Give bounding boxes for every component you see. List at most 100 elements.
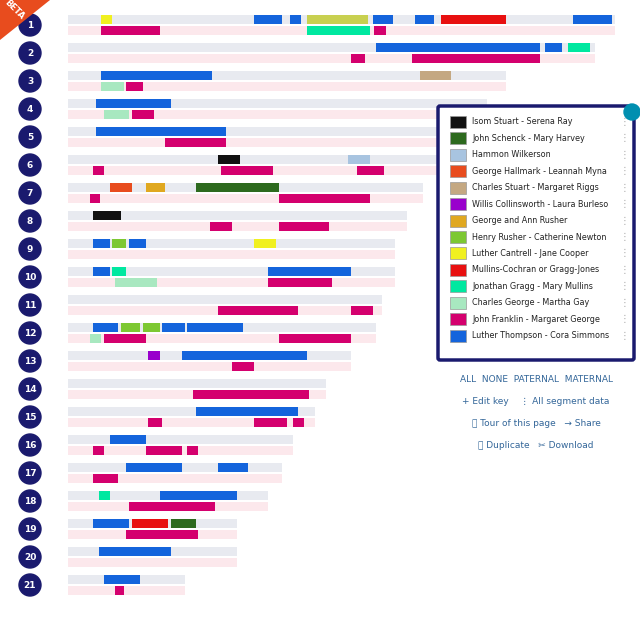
Bar [218, 306, 298, 315]
Text: ⎕ Duplicate   ✂ Download: ⎕ Duplicate ✂ Download [478, 441, 594, 451]
Bar [221, 166, 273, 175]
Text: 6: 6 [27, 161, 33, 170]
Bar [68, 99, 487, 108]
Bar [351, 306, 373, 315]
Bar [450, 215, 466, 227]
Bar [307, 26, 371, 35]
Bar [68, 222, 406, 231]
Bar [68, 295, 381, 304]
Text: Henry Rusher - Catherine Newton: Henry Rusher - Catherine Newton [472, 232, 606, 242]
Text: 2: 2 [27, 49, 33, 58]
Text: ⋮: ⋮ [619, 150, 629, 160]
Bar [115, 586, 124, 595]
Bar [146, 446, 182, 455]
Text: Mullins-Cochran or Gragg-Jones: Mullins-Cochran or Gragg-Jones [472, 265, 599, 274]
Bar [148, 351, 159, 360]
Circle shape [19, 294, 41, 316]
Circle shape [19, 238, 41, 260]
Bar [573, 15, 612, 24]
Circle shape [19, 546, 41, 568]
Bar [129, 239, 146, 248]
Bar [188, 323, 243, 332]
Text: George Hallmark - Leannah Myna: George Hallmark - Leannah Myna [472, 166, 607, 176]
Bar [68, 306, 381, 315]
Text: ALL  NONE  PATERNAL  MATERNAL: ALL NONE PATERNAL MATERNAL [460, 375, 612, 384]
Text: Hammon Wilkerson: Hammon Wilkerson [472, 151, 550, 160]
Bar [209, 222, 232, 231]
Text: ⋮: ⋮ [619, 330, 629, 341]
Bar [68, 267, 396, 276]
Bar [99, 547, 171, 556]
Bar [68, 586, 184, 595]
Text: 15: 15 [24, 413, 36, 422]
Text: John Schenck - Mary Harvey: John Schenck - Mary Harvey [472, 134, 585, 143]
Bar [420, 71, 451, 80]
Text: ⋮: ⋮ [619, 248, 629, 258]
Bar [218, 463, 248, 472]
Bar [415, 15, 435, 24]
Bar [109, 183, 132, 192]
Polygon shape [0, 0, 50, 40]
Bar [450, 280, 466, 292]
Bar [450, 231, 466, 243]
Bar [68, 54, 595, 63]
Bar [376, 43, 540, 52]
Bar [68, 519, 237, 528]
Bar [279, 222, 329, 231]
Text: Luther Thompson - Cora Simmons: Luther Thompson - Cora Simmons [472, 331, 609, 340]
Circle shape [19, 322, 41, 344]
Bar [121, 323, 140, 332]
Text: ⋮: ⋮ [619, 232, 629, 242]
Bar [68, 502, 268, 511]
Bar [104, 110, 129, 119]
Bar [68, 183, 423, 192]
Bar [254, 15, 282, 24]
Circle shape [19, 350, 41, 372]
Text: + Edit key    ⋮ All segment data: + Edit key ⋮ All segment data [462, 398, 610, 406]
Text: 20: 20 [24, 553, 36, 561]
Circle shape [19, 126, 41, 148]
Bar [450, 165, 466, 177]
Bar [412, 54, 540, 63]
Bar [101, 82, 124, 91]
Bar [129, 502, 215, 511]
Circle shape [19, 98, 41, 120]
Text: Charles George - Martha Gay: Charles George - Martha Gay [472, 298, 589, 307]
Bar [68, 194, 423, 203]
Bar [68, 463, 282, 472]
Bar [450, 248, 466, 260]
Bar [307, 15, 368, 24]
Bar [126, 82, 143, 91]
Text: George and Ann Rusher: George and Ann Rusher [472, 216, 568, 225]
Bar [163, 323, 184, 332]
Text: 16: 16 [24, 441, 36, 449]
Text: ⓘ Tour of this page   → Share: ⓘ Tour of this page → Share [472, 420, 600, 429]
Bar [450, 116, 466, 128]
Bar [68, 351, 351, 360]
Bar [132, 110, 154, 119]
Bar [68, 491, 268, 500]
Text: 13: 13 [24, 356, 36, 365]
Bar [373, 15, 393, 24]
Circle shape [624, 104, 640, 120]
Bar [182, 351, 307, 360]
Bar [68, 26, 614, 35]
Circle shape [19, 70, 41, 92]
Bar [450, 313, 466, 325]
Bar [450, 330, 466, 342]
Bar [348, 155, 371, 164]
Bar [68, 43, 595, 52]
Bar [165, 138, 226, 147]
Text: 10: 10 [24, 272, 36, 282]
Bar [159, 491, 237, 500]
Bar [68, 166, 445, 175]
Bar [104, 575, 140, 584]
Bar [68, 334, 376, 343]
Bar [68, 278, 396, 287]
Text: 4: 4 [27, 104, 33, 113]
Circle shape [19, 266, 41, 288]
Bar [68, 362, 351, 371]
Text: ⋮: ⋮ [619, 117, 629, 127]
FancyBboxPatch shape [438, 106, 634, 360]
Text: ⋮: ⋮ [619, 298, 629, 308]
